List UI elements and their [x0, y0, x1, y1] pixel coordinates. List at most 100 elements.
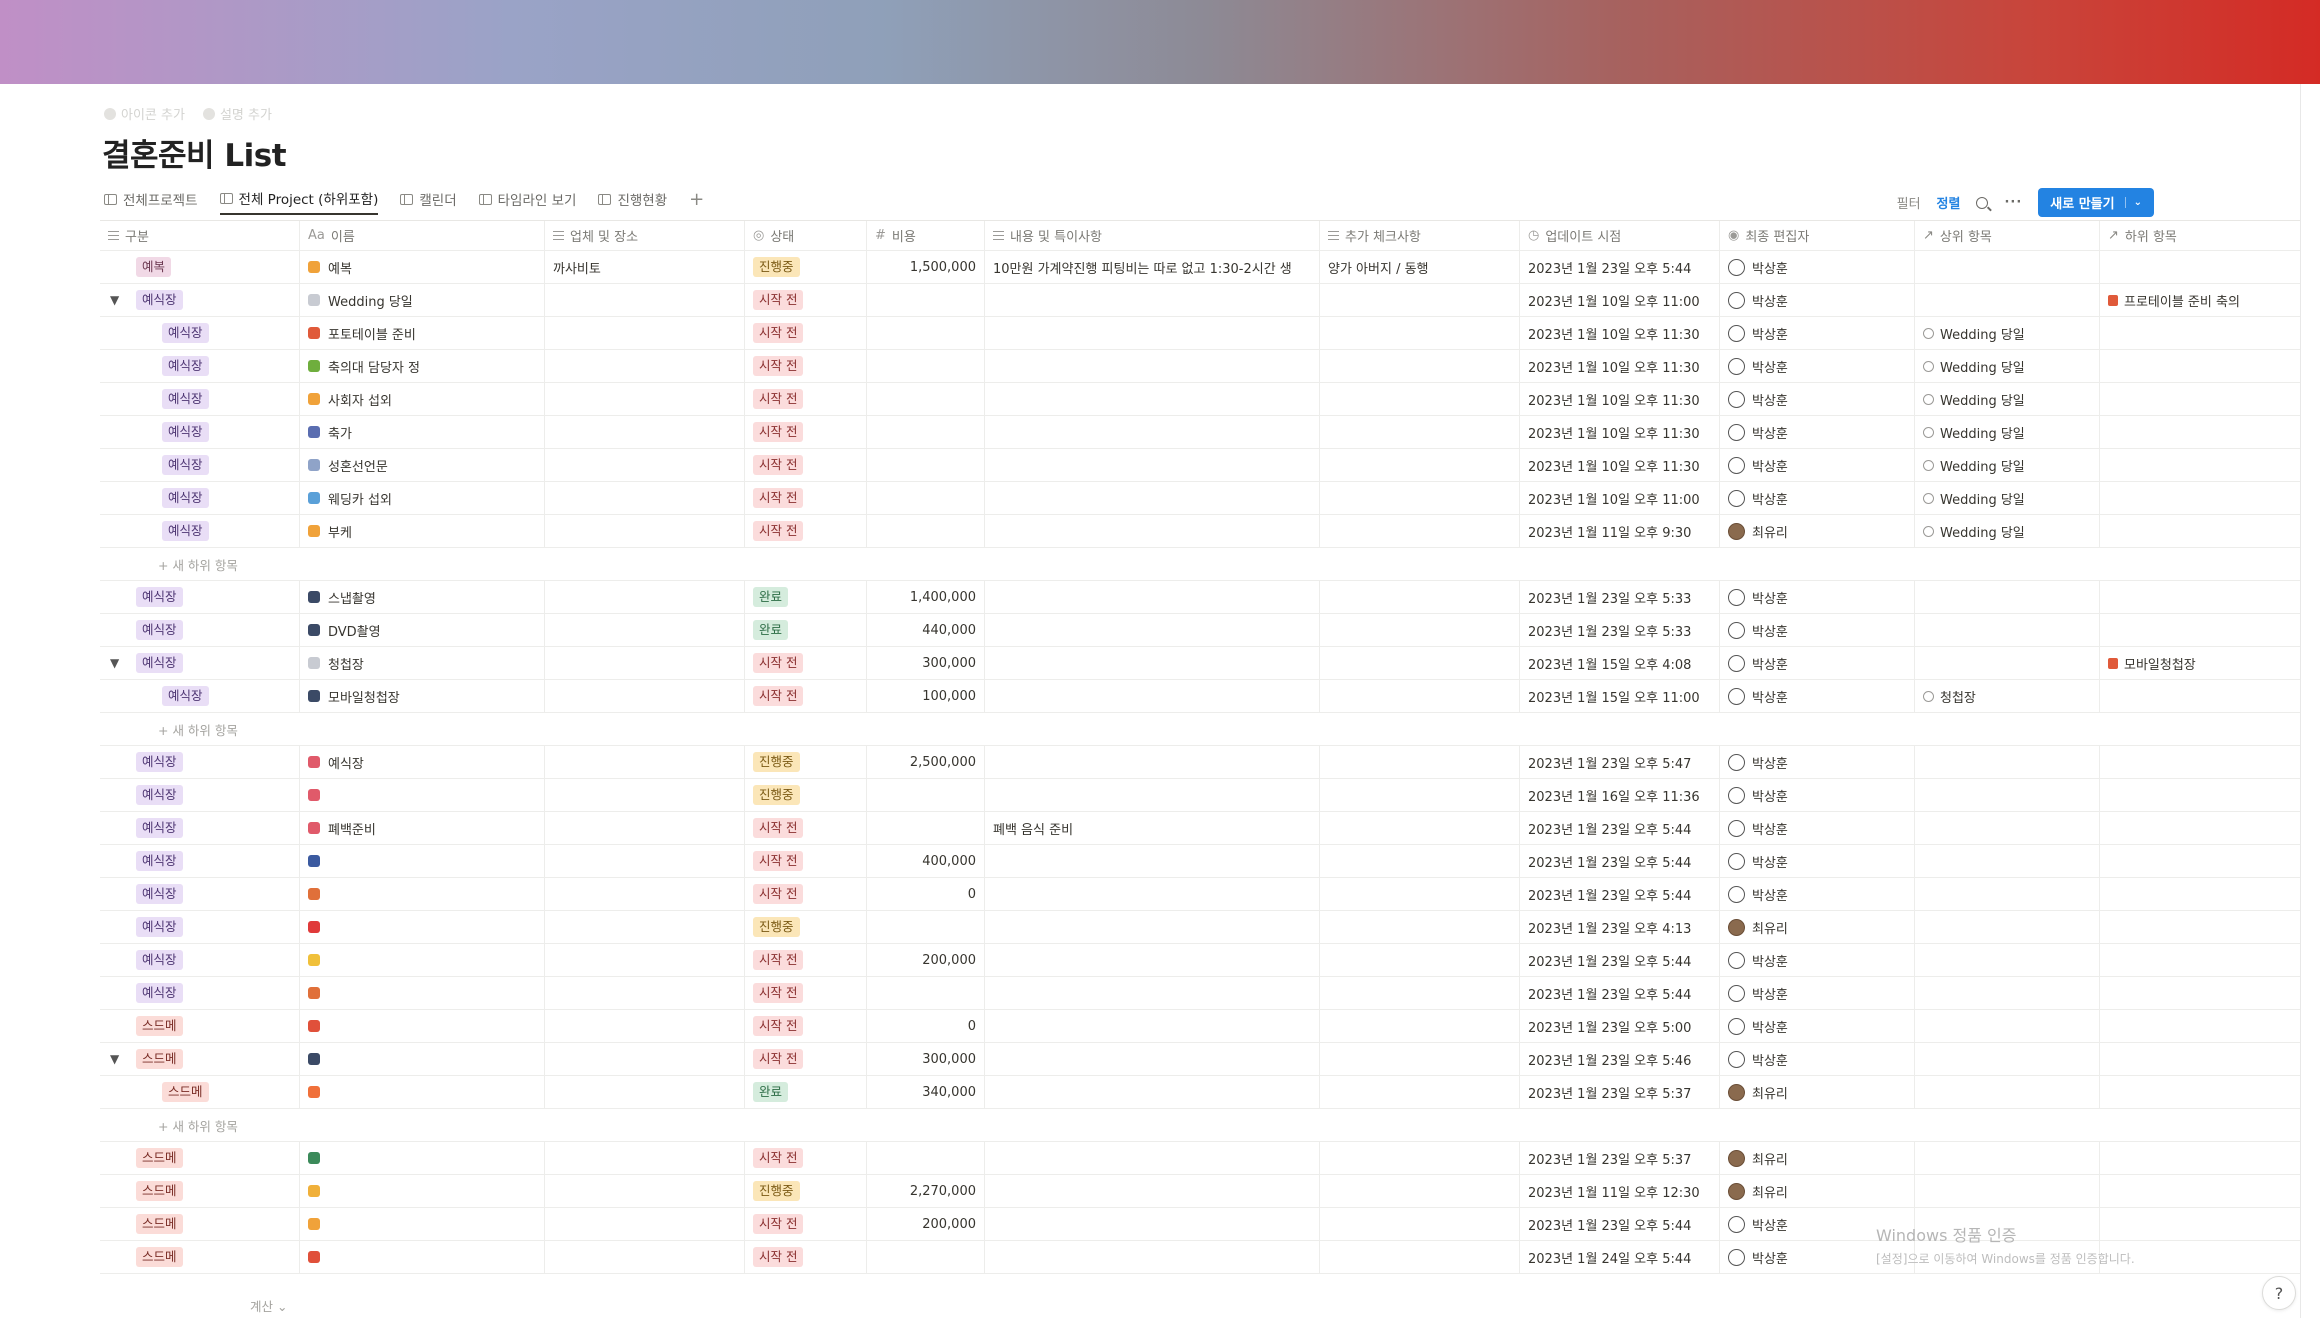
check-cell[interactable]	[1320, 812, 1520, 844]
note-cell[interactable]	[985, 482, 1320, 514]
type-cell[interactable]: 예식장	[100, 614, 300, 646]
child-cell[interactable]	[2100, 1076, 2300, 1108]
note-cell[interactable]	[985, 746, 1320, 778]
table-row[interactable]: 예식장 포토테이블 준비 시작 전 2023년 1월 10일 오후 11:30 박상훈 W…	[100, 317, 2300, 350]
add-sub-item-button[interactable]: + 새 하위 항목	[158, 1118, 238, 1134]
name-cell[interactable]: 폐백준비	[300, 812, 545, 844]
table-row[interactable]: 스드메 시작 전 2023년 1월 24일 오후 5:44 박상훈	[100, 1241, 2300, 1274]
type-cell[interactable]: 예식장	[100, 878, 300, 910]
name-cell[interactable]: 포토테이블 준비	[300, 317, 545, 349]
table-row[interactable]: 예식장 축의대 담당자 정 시작 전 2023년 1월 10일 오후 11:30 박상훈…	[100, 350, 2300, 383]
table-row[interactable]: 스드메 시작 전 200,000 2023년 1월 23일 오후 5:44 박상훈	[100, 1208, 2300, 1241]
type-cell[interactable]: 예식장	[100, 515, 300, 547]
child-cell[interactable]	[2100, 1142, 2300, 1174]
child-cell[interactable]	[2100, 680, 2300, 712]
column-header-type[interactable]: 구분	[100, 221, 300, 250]
note-cell[interactable]	[985, 977, 1320, 1009]
parent-cell[interactable]	[1915, 1241, 2100, 1273]
check-cell[interactable]	[1320, 1241, 1520, 1273]
table-row[interactable]: 예식장 예식장 진행중 2,500,000 2023년 1월 23일 오후 5:47 박상…	[100, 746, 2300, 779]
note-cell[interactable]	[985, 416, 1320, 448]
chevron-down-icon[interactable]: ⌄	[2124, 197, 2142, 208]
vendor-cell[interactable]	[545, 284, 745, 316]
cost-cell[interactable]	[867, 416, 985, 448]
tab-all-projects[interactable]: 전체프로젝트	[104, 183, 198, 215]
name-cell[interactable]: 예식장	[300, 746, 545, 778]
check-cell[interactable]	[1320, 449, 1520, 481]
check-cell[interactable]	[1320, 515, 1520, 547]
cost-cell[interactable]: 2,270,000	[867, 1175, 985, 1207]
new-button[interactable]: 새로 만들기 ⌄	[2038, 188, 2154, 217]
vendor-cell[interactable]	[545, 1076, 745, 1108]
vendor-cell[interactable]	[545, 449, 745, 481]
vendor-cell[interactable]	[545, 482, 745, 514]
add-view-button[interactable]: +	[689, 188, 705, 210]
page-title[interactable]: 결혼준비 List	[102, 138, 287, 174]
check-cell[interactable]	[1320, 1142, 1520, 1174]
child-cell[interactable]: 프로테이블 준비 축의	[2100, 284, 2300, 316]
table-row[interactable]: 예식장 스냅촬영 완료 1,400,000 2023년 1월 23일 오후 5:33 박상…	[100, 581, 2300, 614]
status-cell[interactable]: 시작 전	[745, 977, 867, 1009]
check-cell[interactable]	[1320, 416, 1520, 448]
child-cell[interactable]	[2100, 911, 2300, 943]
table-row[interactable]: 예식장 모바일청첩장 시작 전 100,000 2023년 1월 15일 오후 11:0…	[100, 680, 2300, 713]
type-cell[interactable]: 스드메	[100, 1076, 300, 1108]
parent-cell[interactable]	[1915, 581, 2100, 613]
tab-calendar[interactable]: 캘린더	[400, 183, 457, 215]
name-cell[interactable]: 청첩장	[300, 647, 545, 679]
vendor-cell[interactable]: 까사비토	[545, 251, 745, 283]
add-sub-item-button[interactable]: + 새 하위 항목	[158, 557, 238, 573]
cost-cell[interactable]	[867, 449, 985, 481]
parent-cell[interactable]	[1915, 779, 2100, 811]
type-cell[interactable]: 예식장	[100, 581, 300, 613]
name-cell[interactable]	[300, 1175, 545, 1207]
child-cell[interactable]	[2100, 416, 2300, 448]
add-sub-item-row[interactable]: + 새 하위 항목	[100, 713, 2300, 746]
table-row[interactable]: 스드메 시작 전 0 2023년 1월 23일 오후 5:00 박상훈	[100, 1010, 2300, 1043]
table-row[interactable]: 예식장 부케 시작 전 2023년 1월 11일 오후 9:30 최유리 Wedding …	[100, 515, 2300, 548]
cost-cell[interactable]: 200,000	[867, 944, 985, 976]
cost-cell[interactable]	[867, 284, 985, 316]
cost-cell[interactable]	[867, 482, 985, 514]
column-header-name[interactable]: Aa 이름	[300, 221, 545, 250]
child-cell[interactable]	[2100, 779, 2300, 811]
child-cell[interactable]	[2100, 350, 2300, 382]
parent-cell[interactable]	[1915, 251, 2100, 283]
table-row[interactable]: ▼ 예식장 청첩장 시작 전 300,000 2023년 1월 15일 오후 4:08 박상…	[100, 647, 2300, 680]
name-cell[interactable]: Wedding 당일	[300, 284, 545, 316]
vendor-cell[interactable]	[545, 581, 745, 613]
cost-cell[interactable]	[867, 911, 985, 943]
sort-button[interactable]: 정렬	[1936, 197, 1961, 212]
note-cell[interactable]	[985, 317, 1320, 349]
vendor-cell[interactable]	[545, 779, 745, 811]
cost-cell[interactable]: 0	[867, 878, 985, 910]
name-cell[interactable]	[300, 845, 545, 877]
note-cell[interactable]: 폐백 음식 준비	[985, 812, 1320, 844]
table-row[interactable]: 예식장 시작 전 400,000 2023년 1월 23일 오후 5:44 박상훈	[100, 845, 2300, 878]
vendor-cell[interactable]	[545, 812, 745, 844]
table-row[interactable]: 예식장 축가 시작 전 2023년 1월 10일 오후 11:30 박상훈 Wedding…	[100, 416, 2300, 449]
status-cell[interactable]: 시작 전	[745, 284, 867, 316]
vendor-cell[interactable]	[545, 1175, 745, 1207]
vendor-cell[interactable]	[545, 1043, 745, 1075]
check-cell[interactable]	[1320, 317, 1520, 349]
check-cell[interactable]: 양가 아버지 / 동행	[1320, 251, 1520, 283]
table-row[interactable]: 스드메 진행중 2,270,000 2023년 1월 11일 오후 12:30 최유리	[100, 1175, 2300, 1208]
check-cell[interactable]	[1320, 944, 1520, 976]
name-cell[interactable]	[300, 1142, 545, 1174]
check-cell[interactable]	[1320, 845, 1520, 877]
type-cell[interactable]: 예식장	[100, 944, 300, 976]
parent-cell[interactable]	[1915, 944, 2100, 976]
check-cell[interactable]	[1320, 680, 1520, 712]
note-cell[interactable]	[985, 1010, 1320, 1042]
cost-cell[interactable]: 2,500,000	[867, 746, 985, 778]
parent-cell[interactable]: 청첩장	[1915, 680, 2100, 712]
type-cell[interactable]: 예식장	[100, 350, 300, 382]
check-cell[interactable]	[1320, 878, 1520, 910]
note-cell[interactable]	[985, 1208, 1320, 1240]
tab-progress[interactable]: 진행현황	[598, 183, 667, 215]
parent-cell[interactable]	[1915, 1010, 2100, 1042]
note-cell[interactable]	[985, 779, 1320, 811]
table-row[interactable]: 예식장 사회자 섭외 시작 전 2023년 1월 10일 오후 11:30 박상훈 Wed…	[100, 383, 2300, 416]
cost-cell[interactable]: 300,000	[867, 647, 985, 679]
